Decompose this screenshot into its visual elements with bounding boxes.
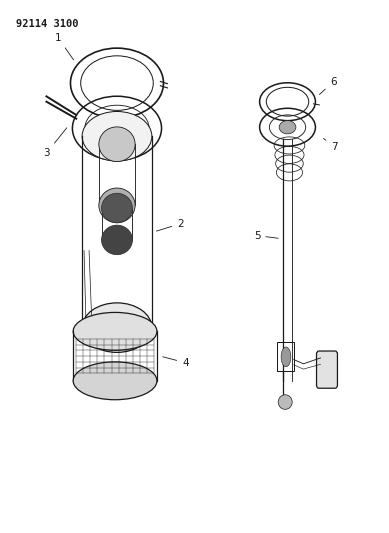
Text: 1: 1	[55, 33, 74, 60]
Text: 7: 7	[324, 139, 338, 151]
Ellipse shape	[99, 188, 135, 223]
Ellipse shape	[82, 111, 152, 161]
Ellipse shape	[82, 303, 152, 352]
Ellipse shape	[279, 120, 296, 134]
FancyBboxPatch shape	[317, 351, 337, 388]
Text: 5: 5	[254, 231, 278, 240]
Text: 92114 3100: 92114 3100	[16, 19, 79, 29]
Ellipse shape	[278, 395, 292, 409]
Ellipse shape	[102, 225, 132, 255]
Text: 4: 4	[163, 357, 189, 368]
Text: 2: 2	[156, 219, 184, 231]
Ellipse shape	[73, 312, 157, 350]
Ellipse shape	[102, 118, 136, 150]
Ellipse shape	[99, 127, 135, 161]
Ellipse shape	[281, 347, 291, 367]
Ellipse shape	[107, 119, 131, 143]
Ellipse shape	[102, 193, 132, 223]
Text: 6: 6	[319, 77, 337, 94]
Ellipse shape	[73, 362, 157, 400]
Text: 3: 3	[43, 128, 67, 158]
